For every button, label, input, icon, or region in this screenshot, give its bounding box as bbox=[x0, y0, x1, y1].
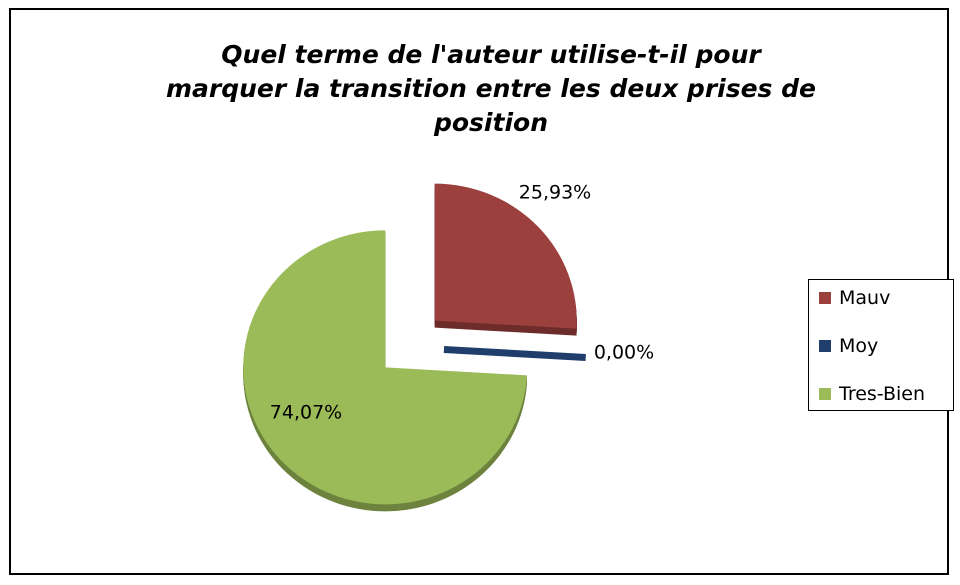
legend-swatch bbox=[819, 340, 831, 352]
legend-entry: Moy bbox=[819, 334, 878, 358]
data-label: 25,93% bbox=[519, 182, 591, 204]
slice bbox=[434, 183, 577, 329]
chart-title: Quel terme de l'auteur utilise-t-il pour… bbox=[165, 40, 816, 137]
legend: Mauv Moy Tres-Bien bbox=[808, 279, 954, 411]
data-label: 74,07% bbox=[270, 402, 342, 424]
slice bbox=[443, 345, 586, 361]
data-label: 0,00% bbox=[594, 342, 654, 364]
legend-swatch bbox=[819, 388, 831, 400]
legend-entry: Tres-Bien bbox=[819, 382, 925, 406]
slice bbox=[243, 230, 528, 505]
legend-label: Tres-Bien bbox=[839, 383, 926, 405]
legend-swatch bbox=[819, 292, 831, 304]
legend-entry: Mauv bbox=[819, 286, 890, 310]
legend-label: Mauv bbox=[839, 287, 891, 309]
chart-frame: Quel terme de l'auteur utilise-t-il pour… bbox=[9, 8, 949, 575]
legend-label: Moy bbox=[839, 335, 879, 357]
